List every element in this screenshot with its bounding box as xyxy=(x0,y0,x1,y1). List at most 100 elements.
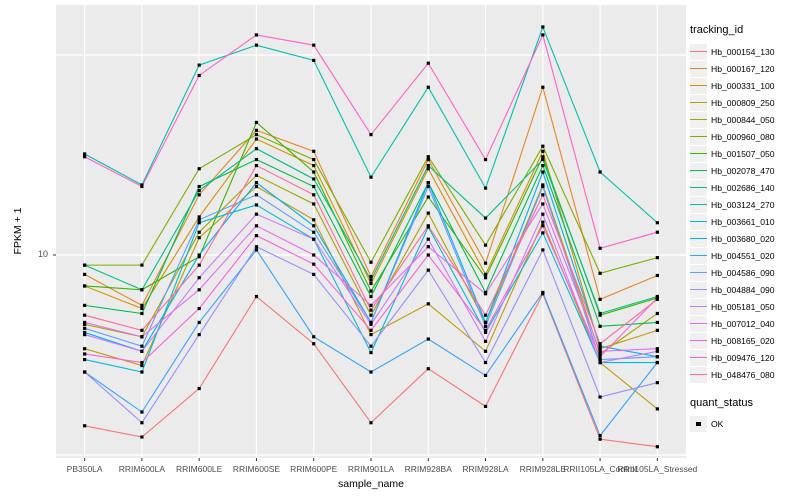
data-point-marker xyxy=(140,410,144,414)
data-point-marker xyxy=(483,349,488,353)
data-point-marker xyxy=(598,313,602,317)
legend-key-swatch xyxy=(690,145,707,162)
data-point-marker xyxy=(598,355,602,359)
data-point-marker xyxy=(140,349,144,353)
data-point-marker xyxy=(140,306,144,311)
data-point-marker xyxy=(541,157,545,162)
legend-label: Hb_002078_470 xyxy=(711,165,775,176)
data-point-marker xyxy=(426,302,430,306)
data-point-marker xyxy=(254,212,259,216)
legend-line-icon xyxy=(690,339,707,342)
data-point-marker xyxy=(197,193,201,197)
legend-key-swatch xyxy=(690,332,707,349)
data-point-marker xyxy=(312,262,316,266)
data-point-marker xyxy=(426,337,430,341)
data-point-marker xyxy=(197,263,201,267)
data-point-marker xyxy=(655,273,659,278)
data-point-marker xyxy=(312,272,316,276)
data-point-marker xyxy=(312,253,316,257)
data-point-marker xyxy=(541,33,545,37)
data-point-marker xyxy=(140,360,144,365)
legend-key-swatch xyxy=(690,264,707,281)
data-point-marker xyxy=(83,357,87,362)
data-point-marker xyxy=(197,306,201,311)
data-point-marker xyxy=(254,128,259,132)
data-point-marker xyxy=(483,339,488,343)
data-point-marker xyxy=(541,224,545,228)
data-point-marker xyxy=(598,395,602,399)
data-point-marker xyxy=(312,177,316,181)
data-point-marker xyxy=(483,261,488,265)
legend-label: Hb_007012_040 xyxy=(711,318,775,329)
legend-item: Hb_000844_050 xyxy=(690,111,800,128)
data-point-marker xyxy=(598,297,602,301)
data-point-marker xyxy=(369,289,373,293)
data-point-marker xyxy=(254,147,259,151)
data-point-marker xyxy=(426,268,430,272)
data-point-marker xyxy=(83,424,87,428)
data-point-marker xyxy=(483,360,488,365)
legend-line-icon xyxy=(690,118,707,121)
legend-label: Hb_008165_020 xyxy=(711,335,775,346)
x-tick-label: RRIM928LE xyxy=(519,464,566,474)
legend-item: Hb_009476_120 xyxy=(690,349,800,366)
legend-item: Hb_000960_080 xyxy=(690,128,800,145)
data-point-marker xyxy=(83,330,87,335)
data-point-marker xyxy=(83,332,87,337)
data-point-marker xyxy=(254,203,259,207)
data-point-marker xyxy=(197,386,201,391)
data-point-marker xyxy=(483,216,488,220)
data-point-marker xyxy=(369,320,373,325)
legend-item: Hb_007012_040 xyxy=(690,315,800,332)
data-point-marker xyxy=(483,272,488,276)
data-point-marker xyxy=(83,370,87,374)
data-point-marker xyxy=(312,163,316,168)
legend-item: Hb_002078_470 xyxy=(690,162,800,179)
legend-line-icon xyxy=(690,203,707,206)
data-point-marker xyxy=(369,281,373,286)
x-tick-label: RRIM600SE xyxy=(232,464,281,474)
data-point-marker xyxy=(140,421,144,425)
data-point-marker xyxy=(541,193,545,197)
data-point-marker xyxy=(598,324,602,328)
data-point-marker xyxy=(254,137,259,141)
data-point-marker xyxy=(426,167,430,171)
legend-line-icon xyxy=(690,356,707,359)
legend-item: Hb_008165_020 xyxy=(690,332,800,349)
data-point-marker xyxy=(254,173,259,178)
data-point-marker xyxy=(197,218,201,222)
legend-line-icon xyxy=(690,169,707,172)
data-point-marker xyxy=(598,352,602,356)
data-point-marker xyxy=(598,246,602,250)
legend-line-icon xyxy=(690,271,707,274)
legend-label: Hb_000167_120 xyxy=(711,63,775,74)
legend-key-swatch xyxy=(690,77,707,94)
data-point-marker xyxy=(598,170,602,174)
legend-item: Hb_000809_250 xyxy=(690,94,800,111)
data-point-marker xyxy=(426,157,430,162)
data-point-marker xyxy=(483,373,488,378)
legend-label: Hb_004586_090 xyxy=(711,267,775,278)
legend-line-icon xyxy=(690,152,707,155)
quant-legend-title: quant_status xyxy=(690,397,753,409)
data-point-marker xyxy=(254,234,259,238)
data-point-marker xyxy=(369,313,373,317)
data-point-marker xyxy=(541,25,545,29)
legend-line-icon xyxy=(690,373,707,376)
data-point-marker xyxy=(426,195,430,199)
data-point-marker xyxy=(254,163,259,168)
data-point-marker xyxy=(312,230,316,234)
legend-key-swatch xyxy=(690,230,707,247)
data-point-marker xyxy=(426,245,430,249)
data-point-marker xyxy=(369,328,373,332)
data-point-marker xyxy=(426,224,430,228)
legend-label: Hb_009476_120 xyxy=(711,352,775,363)
legend-key-swatch xyxy=(690,281,707,298)
data-point-marker xyxy=(598,434,602,438)
data-point-marker xyxy=(369,278,373,282)
legend-label: Hb_000154_130 xyxy=(711,46,775,57)
data-point-marker xyxy=(369,260,373,264)
data-point-marker xyxy=(312,157,316,162)
